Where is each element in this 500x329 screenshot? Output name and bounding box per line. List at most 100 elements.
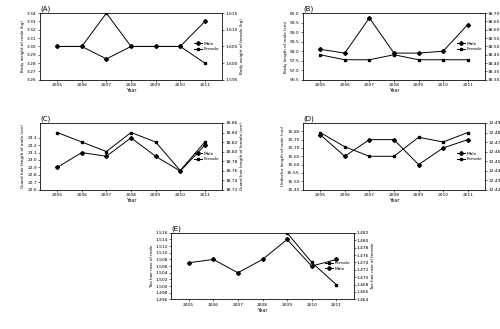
Male: [177, 44, 183, 48]
Text: (A): (A): [40, 5, 50, 12]
Y-axis label: Body weight of female (kg): Body weight of female (kg): [240, 18, 244, 74]
Y-axis label: Two hair rate of male: Two hair rate of male: [150, 244, 154, 288]
Y-axis label: Underfur length of male (cm): Underfur length of male (cm): [281, 126, 285, 187]
Text: (E): (E): [172, 225, 181, 232]
Male: [342, 51, 348, 55]
Male: [440, 49, 446, 53]
Male: [308, 264, 314, 268]
Female: [104, 11, 110, 15]
Male: [391, 138, 397, 141]
Male: [104, 154, 110, 158]
Female: [366, 154, 372, 158]
Female: [79, 44, 85, 48]
Female: [79, 140, 85, 144]
X-axis label: Year: Year: [388, 198, 399, 203]
Male: [317, 133, 323, 137]
Legend: Female, Male: Female, Male: [324, 261, 351, 272]
Male: [152, 154, 158, 158]
Female: [54, 131, 60, 135]
Female: [54, 44, 60, 48]
Male: [235, 271, 241, 275]
Text: (C): (C): [40, 115, 50, 122]
Female: [334, 283, 340, 287]
Female: [210, 149, 216, 153]
Y-axis label: Two hair rate of female: Two hair rate of female: [371, 242, 375, 290]
Male: [152, 44, 158, 48]
Female: [128, 44, 134, 48]
Male: [79, 44, 85, 48]
Line: Male: Male: [56, 137, 206, 172]
Legend: Male, Female: Male, Female: [456, 151, 483, 162]
Line: Male: Male: [56, 20, 206, 60]
Female: [465, 131, 471, 135]
Female: [308, 261, 314, 265]
Female: [177, 44, 183, 48]
Male: [416, 163, 422, 166]
Legend: Male, Female: Male, Female: [193, 151, 220, 162]
Line: Female: Female: [319, 53, 469, 61]
Male: [177, 169, 183, 173]
Male: [465, 23, 471, 27]
Y-axis label: Guard hair length of female (cm): Guard hair length of female (cm): [240, 122, 244, 190]
X-axis label: Year: Year: [126, 88, 136, 93]
Text: (D): (D): [303, 115, 314, 122]
Line: Male: Male: [188, 238, 338, 274]
Male: [334, 258, 340, 262]
Female: [186, 139, 192, 142]
Female: [465, 58, 471, 62]
Male: [128, 44, 134, 48]
Line: Female: Female: [188, 139, 338, 286]
Male: [465, 138, 471, 141]
X-axis label: Year: Year: [388, 88, 399, 93]
Legend: Male, Female: Male, Female: [456, 41, 483, 52]
Female: [152, 44, 158, 48]
Male: [54, 44, 60, 48]
Male: [391, 51, 397, 55]
Male: [210, 258, 216, 262]
Female: [366, 58, 372, 62]
Female: [440, 140, 446, 144]
Y-axis label: Body length of male (cm): Body length of male (cm): [284, 20, 288, 73]
Male: [202, 19, 208, 23]
Legend: Male, Female: Male, Female: [193, 41, 220, 52]
Female: [440, 58, 446, 62]
Male: [79, 151, 85, 155]
X-axis label: Year: Year: [126, 198, 136, 203]
Female: [391, 53, 397, 57]
Line: Male: Male: [319, 133, 469, 166]
Female: [416, 135, 422, 139]
Line: Female: Female: [56, 131, 206, 172]
Female: [128, 131, 134, 135]
Line: Female: Female: [319, 131, 469, 158]
Female: [416, 58, 422, 62]
Line: Female: Female: [56, 12, 206, 64]
Male: [440, 146, 446, 150]
Male: [284, 238, 290, 241]
Female: [104, 150, 110, 154]
Female: [284, 231, 290, 235]
Female: [235, 157, 241, 161]
Male: [202, 143, 208, 147]
X-axis label: Year: Year: [257, 308, 268, 313]
Female: [391, 154, 397, 158]
Male: [317, 47, 323, 51]
Female: [177, 168, 183, 172]
Female: [202, 140, 208, 144]
Line: Male: Male: [319, 16, 469, 55]
Text: (B): (B): [303, 5, 313, 12]
Male: [416, 51, 422, 55]
Male: [54, 165, 60, 169]
Male: [366, 138, 372, 141]
Male: [104, 57, 110, 61]
Female: [342, 58, 348, 62]
Female: [260, 142, 266, 146]
Y-axis label: Body weight of male (kg): Body weight of male (kg): [21, 20, 25, 72]
Male: [260, 258, 266, 262]
Male: [186, 261, 192, 265]
Female: [342, 145, 348, 149]
Male: [366, 16, 372, 20]
Female: [202, 61, 208, 65]
Female: [152, 140, 158, 144]
Female: [317, 131, 323, 135]
Female: [317, 53, 323, 57]
